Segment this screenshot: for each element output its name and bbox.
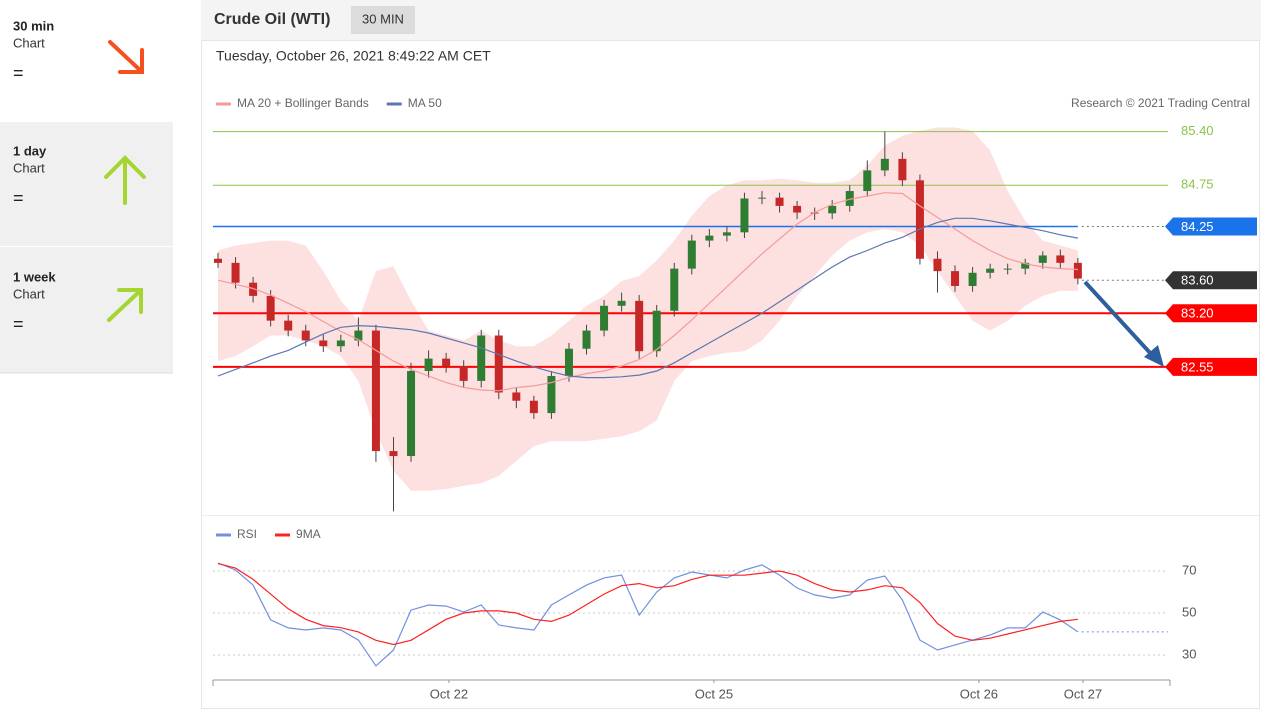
sidebar-kind[interactable]: Chart [13,160,45,175]
candle-body [652,310,661,352]
y-tick-label: 50 [1182,604,1196,619]
y-tick-label: 70 [1182,562,1196,577]
legend-label: RSI [237,527,257,541]
x-tick-label: Oct 27 [1064,686,1102,701]
candle-body [266,295,275,321]
level-badge [1165,271,1257,290]
candle-body [968,272,977,286]
y-tick-label: 30 [1182,646,1196,661]
candle-body [529,400,538,414]
candle-body [670,268,679,311]
candle-body [284,320,293,331]
candle-body [951,271,960,286]
candle-body [793,205,802,213]
level-label: 84.75 [1181,177,1214,192]
arrow-icons [104,40,146,322]
ma-line [217,192,1078,392]
candle-body [1021,262,1030,269]
datetime: Tuesday, October 26, 2021 8:49:22 AM CET [216,48,491,64]
candle-body [249,282,258,296]
candle-body [301,330,310,341]
candle-body [547,375,556,414]
candle-body [371,330,380,452]
candle-body [354,330,363,341]
candle-body [319,340,328,347]
arrow-up [104,155,146,205]
sidebar-kind[interactable]: Chart [13,286,45,301]
forecast-arrowhead [1144,345,1164,367]
candle-body [494,335,503,393]
level-label: 82.55 [1181,359,1214,374]
x-tick-label: Oct 25 [695,686,733,701]
candle-body [1073,262,1082,279]
candle-body [758,197,767,199]
candle-body [512,392,521,401]
candle-body [915,180,924,259]
candle-body [880,158,889,171]
candle-body [214,258,223,263]
candle-body [424,358,433,372]
interval-label[interactable]: 30 MIN [362,11,404,26]
sidebar-item-bg [0,122,173,246]
candle-body [1056,255,1065,263]
candle-body [231,262,240,283]
level-label: 83.60 [1181,273,1214,288]
sidebar-kind[interactable]: Chart [13,35,45,50]
candle-body [635,300,644,352]
charts: MA 20 + Bollinger Bands MA 50 85.40 84.75 84… [212,96,1257,701]
forecast-arrow [1083,280,1154,357]
bollinger-band [218,127,1078,491]
candle-body [828,205,837,214]
legend-label: MA 50 [408,96,442,110]
candle-body [845,191,854,206]
sidebar-signal: = [13,188,24,208]
candle-body [705,235,714,241]
sidebar-period[interactable]: 30 min [13,18,54,33]
sidebar-period[interactable]: 1 week [13,269,56,284]
candle-body [1038,255,1047,263]
candle-body [933,258,942,272]
candle-body [600,305,609,331]
candle-body [986,268,995,273]
level-label: 84.25 [1181,219,1214,234]
indicator-line [217,562,1079,667]
instrument-title: Crude Oil (WTI) [214,11,330,28]
indicator-line [217,563,1078,646]
sidebar-signal: = [13,63,24,83]
x-tick-label: Oct 26 [960,686,998,701]
sidebar-item-bg [0,247,173,373]
legend-label: 9MA [296,527,321,541]
candle-body [740,198,749,233]
sidebar-period[interactable]: 1 day [13,143,47,158]
candle-body [617,300,626,306]
candle-body [722,232,731,236]
candle-body [389,451,398,457]
level-label: 83.20 [1181,306,1214,321]
candle-body [442,358,451,367]
level-badge [1165,217,1257,236]
candle-body [687,240,696,269]
sidebar-signal: = [13,314,24,334]
candle-body [459,366,468,381]
candle-body [863,170,872,192]
candle-body [1003,268,1012,270]
level-badge [1165,304,1257,323]
ma-line [217,217,1079,379]
candle-body [407,371,416,457]
credit: Research © 2021 Trading Central [1071,96,1250,110]
arrow-up-right [107,288,143,322]
x-tick-label: Oct 22 [430,686,468,701]
candle-body [336,340,345,347]
level-badge [1165,357,1257,376]
candle-body [582,330,591,349]
level-label: 85.40 [1181,123,1214,138]
interval-badge[interactable] [351,6,415,34]
legend-label: MA 20 + Bollinger Bands [237,96,369,110]
arrow-down-right [108,40,144,74]
candle-body [775,197,784,206]
candle-body [898,158,907,181]
candle-body [477,335,486,381]
candle-body [564,348,573,376]
